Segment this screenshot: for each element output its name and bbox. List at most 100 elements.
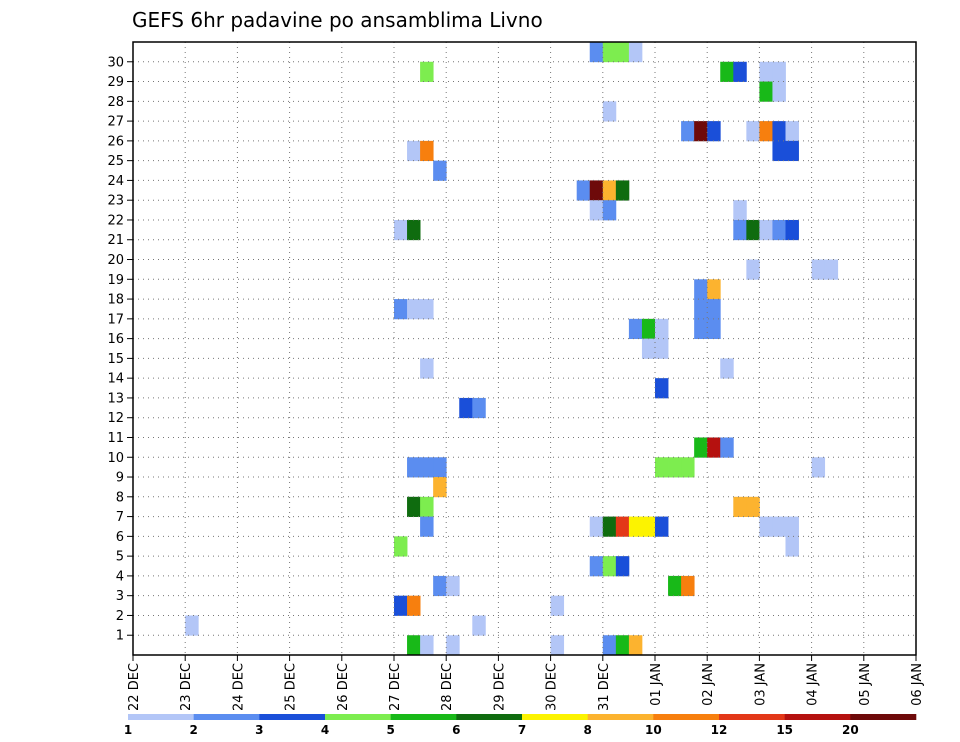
- heatmap-cell: [550, 595, 565, 616]
- legend-swatch: [456, 714, 523, 720]
- heatmap-cell: [694, 299, 708, 320]
- heatmap-cell: [628, 42, 643, 63]
- heatmap-cell: [681, 457, 695, 478]
- y-tick-label: 17: [107, 312, 124, 327]
- heatmap-cell: [759, 121, 773, 142]
- y-tick-label: 10: [107, 451, 124, 466]
- x-tick-label: 03 JAN: [753, 663, 768, 706]
- heatmap-cell: [707, 121, 721, 142]
- x-tick-label: 04 JAN: [806, 663, 821, 706]
- heatmap-cell: [589, 180, 604, 201]
- grid-layer: [133, 42, 916, 655]
- heatmap-cell: [707, 279, 721, 300]
- plot-frame: [132, 41, 917, 656]
- heatmap-cell: [420, 299, 434, 320]
- y-tick-label: 22: [107, 213, 124, 228]
- heatmap-cell: [955, 536, 960, 556]
- heatmap-cell: [955, 596, 960, 616]
- heatmap-cell: [772, 140, 786, 162]
- heatmap-cell: [746, 219, 760, 241]
- heatmap-cell: [420, 61, 434, 82]
- y-tick-label: 28: [107, 95, 124, 110]
- heatmap-cell: [407, 219, 421, 241]
- y-tick-label: 23: [107, 194, 124, 209]
- heatmap-cell: [746, 259, 760, 280]
- heatmap-cell: [602, 180, 617, 201]
- heatmap-cell: [407, 595, 421, 616]
- heatmap-cell: [420, 496, 434, 517]
- x-tick-label: 05 JAN: [858, 663, 873, 706]
- heatmap-cell: [407, 299, 421, 320]
- heatmap-cell: [772, 219, 786, 241]
- heatmap-cell: [420, 140, 434, 162]
- legend-swatch: [850, 714, 917, 720]
- legend-label: 7: [518, 723, 526, 737]
- heatmap-cell: [433, 457, 447, 478]
- legend-label: 20: [842, 723, 859, 737]
- chart-title: GEFS 6hr padavine po ansamblima Livno: [132, 8, 543, 32]
- y-tick-label: 30: [107, 55, 124, 70]
- heatmap-cell: [641, 318, 656, 340]
- legend-label: 5: [386, 723, 394, 737]
- heatmap-cell: [929, 437, 942, 457]
- y-tick-label: 7: [116, 510, 124, 525]
- heatmap-cell: [185, 615, 199, 636]
- heatmap-cell: [433, 477, 447, 498]
- heatmap-cell: [759, 516, 773, 537]
- heatmap-cell: [433, 160, 447, 181]
- y-tick-label: 8: [116, 490, 124, 505]
- heatmap-cell: [602, 42, 617, 63]
- legend-swatch: [193, 714, 260, 720]
- y-tick-label: 1: [116, 629, 124, 644]
- heatmap-cell: [394, 536, 408, 557]
- heatmap-cell: [720, 437, 734, 458]
- heatmap-cell: [759, 61, 773, 82]
- heatmap-cell: [615, 42, 630, 63]
- heatmap-cell: [707, 299, 721, 320]
- heatmap-cell: [694, 279, 708, 300]
- heatmap-cell: [733, 61, 747, 82]
- legend-swatch: [259, 714, 326, 720]
- heatmap-cell: [824, 259, 839, 280]
- heatmap-cell: [707, 437, 721, 458]
- y-tick-label: 20: [107, 253, 124, 268]
- legend-swatch: [390, 714, 457, 720]
- heatmap-cell: [811, 457, 826, 478]
- heatmap-cell: [615, 516, 630, 537]
- heatmap-cell: [733, 496, 747, 517]
- heatmap-cell: [472, 615, 486, 636]
- x-tick-label: 06 JAN: [910, 663, 925, 706]
- y-tick-label: 3: [116, 589, 124, 604]
- x-tick-label: 22 DEC: [127, 663, 142, 711]
- heatmap-cell: [929, 576, 942, 596]
- heatmap-cell: [602, 635, 617, 655]
- heatmap-cell: [394, 595, 408, 616]
- heatmap-cell: [655, 338, 669, 359]
- heatmap-cell: [655, 318, 669, 340]
- x-tick-label: 31 DEC: [597, 663, 612, 711]
- heatmap-cell: [602, 200, 617, 221]
- y-tick-label: 11: [107, 431, 124, 446]
- legend-swatch: [522, 714, 588, 720]
- heatmap-cell: [733, 200, 747, 221]
- legend-swatch: [128, 714, 194, 720]
- legend-label: 8: [583, 723, 591, 737]
- x-tick-label: 02 JAN: [701, 663, 716, 706]
- y-tick-label: 12: [107, 411, 124, 426]
- y-tick-label: 27: [107, 115, 124, 130]
- legend-swatch: [719, 714, 785, 720]
- heatmap-cell: [420, 457, 434, 478]
- legend-label: 3: [255, 723, 263, 737]
- legend-label: 1: [124, 723, 132, 737]
- heatmap-cell: [759, 81, 773, 102]
- y-tick-label: 14: [107, 372, 124, 387]
- heatmap-cell: [589, 200, 604, 221]
- heatmap-cell: [785, 121, 799, 142]
- heatmap-cell: [407, 140, 421, 162]
- x-tick-label: 28 DEC: [440, 663, 455, 711]
- heatmap-cell: [459, 397, 473, 419]
- x-tick-label: 27 DEC: [388, 663, 403, 711]
- heatmap-cell: [785, 140, 799, 162]
- x-tick-label: 25 DEC: [284, 663, 299, 711]
